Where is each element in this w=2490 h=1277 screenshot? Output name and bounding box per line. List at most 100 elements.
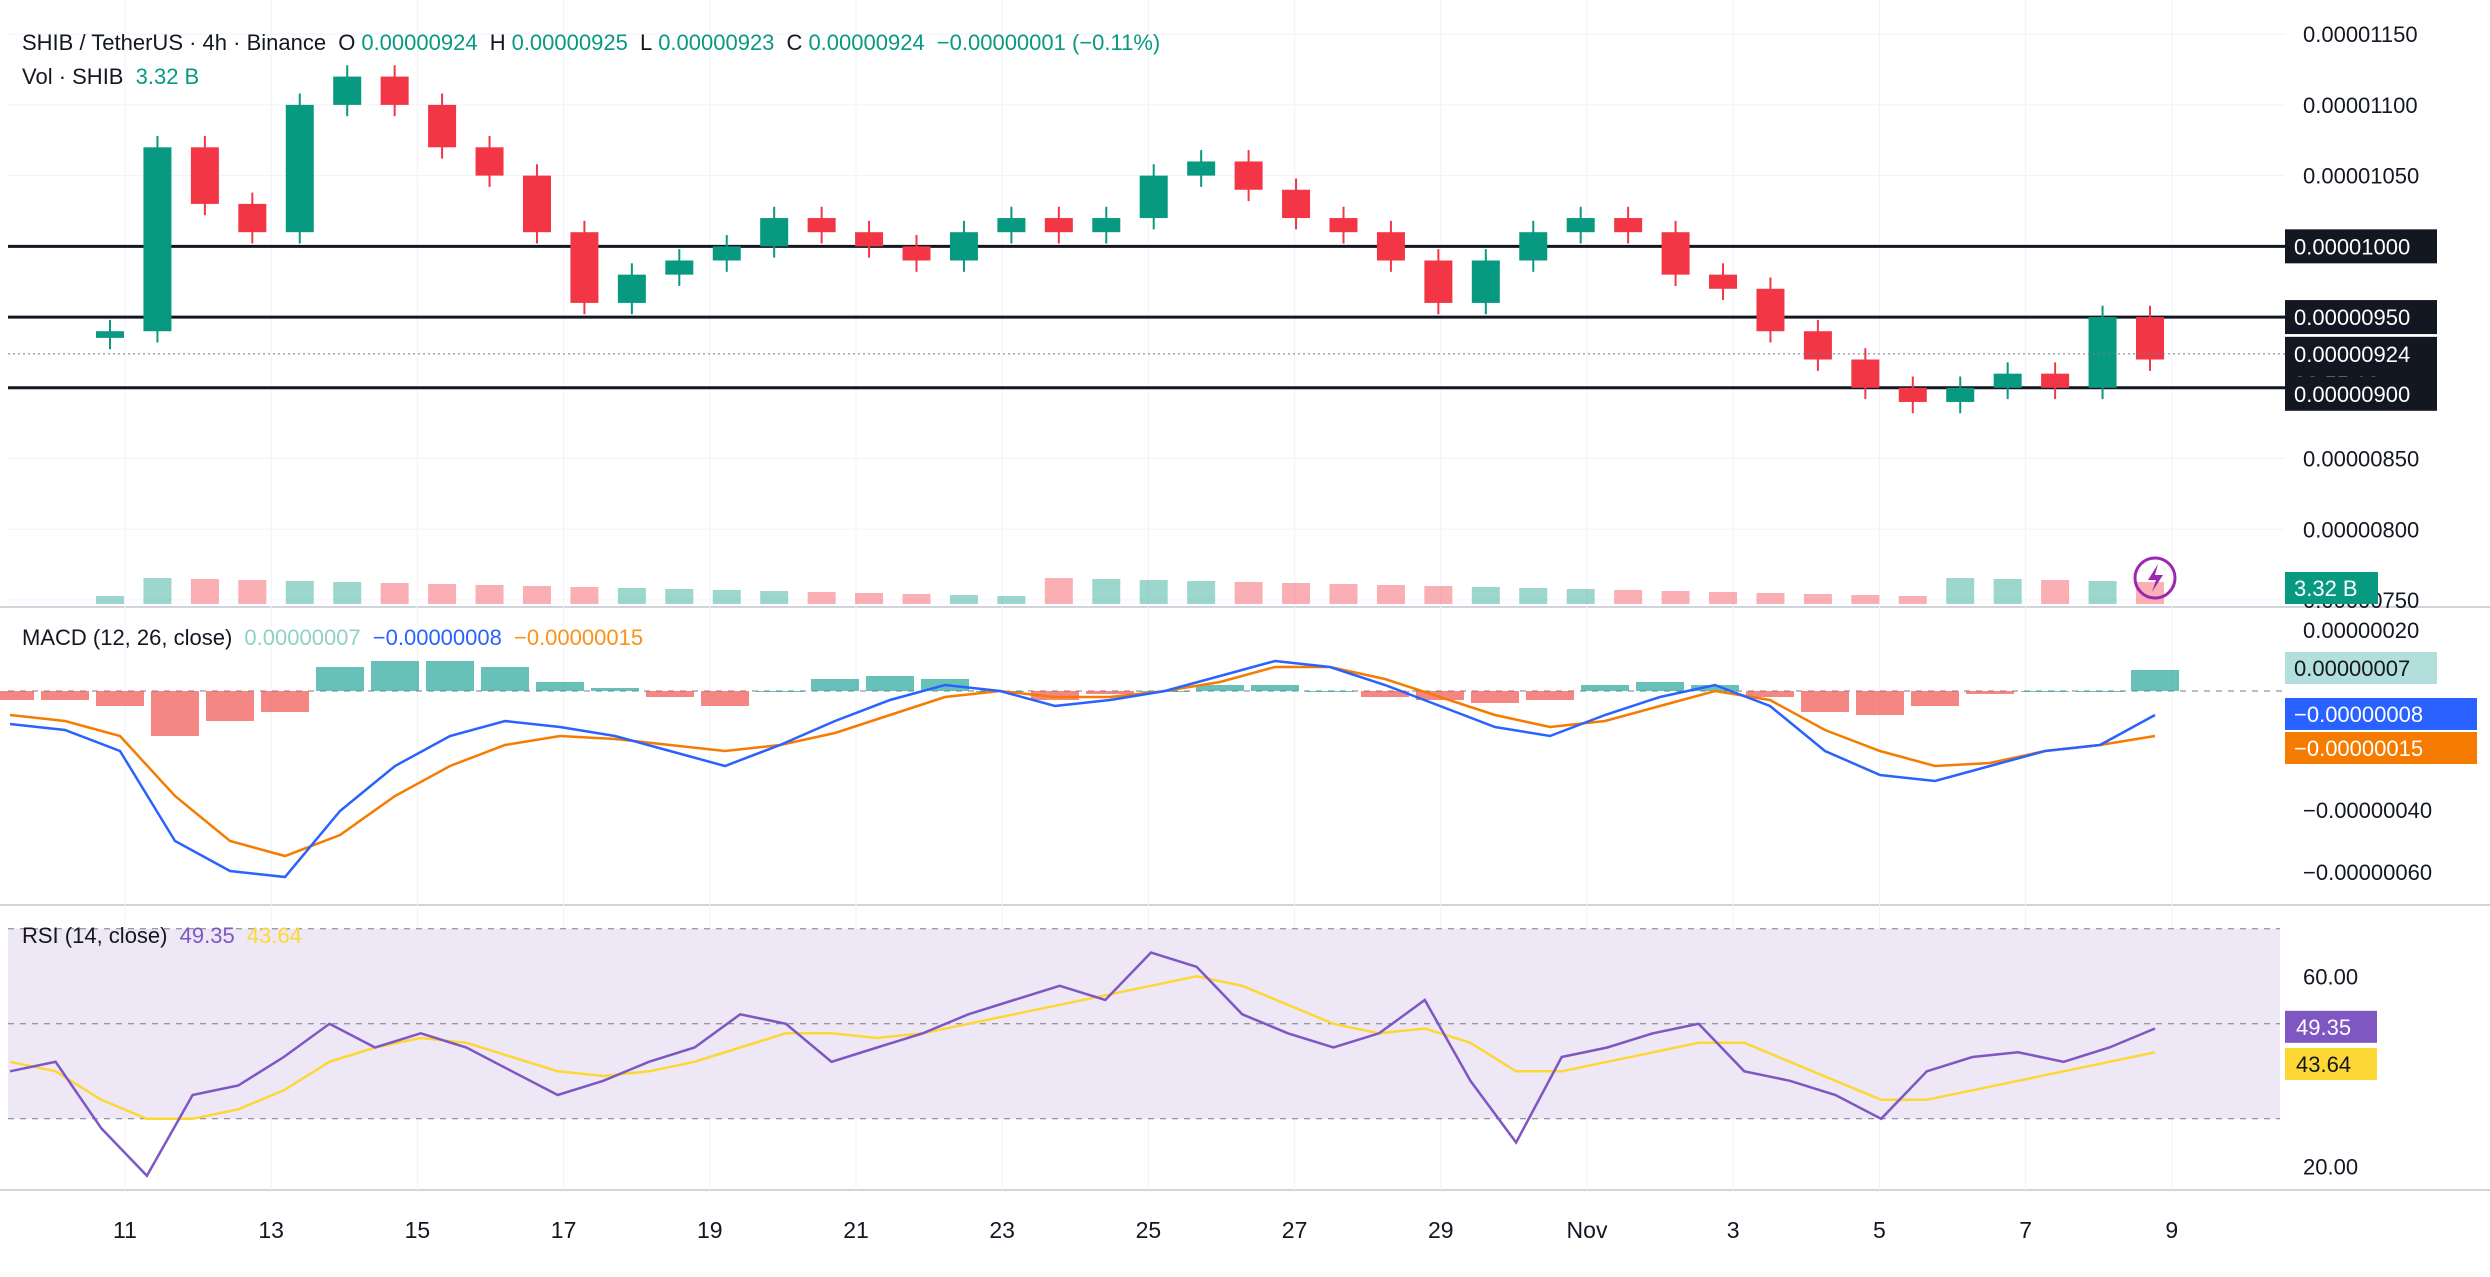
volume-bar: [1851, 595, 1880, 604]
volume-bar: [1898, 596, 1927, 604]
volume-bar: [1803, 594, 1832, 604]
macd-histogram-bar: [1966, 691, 2014, 694]
volume-bar: [807, 592, 836, 604]
macd-histogram-bar: [1636, 682, 1684, 691]
candle-body: [665, 260, 694, 275]
candle-body: [712, 246, 741, 261]
macd-line-label: −0.00000008: [2294, 702, 2423, 727]
candle-body: [2136, 317, 2164, 360]
candle-body: [190, 147, 219, 204]
macd-histogram-bar: [536, 682, 584, 691]
volume-bar: [1709, 592, 1738, 604]
macd-histogram-bar: [866, 676, 914, 691]
rsi-axis-tick: 20.00: [2303, 1154, 2358, 1179]
macd-axis-tick: −0.00000060: [2303, 860, 2432, 885]
macd-histogram-bar: [1691, 685, 1739, 691]
macd-histogram-bar: [261, 691, 309, 712]
price-axis-label: 0.00000950: [2294, 305, 2410, 330]
rsi-title: RSI (14, close): [22, 923, 168, 948]
time-axis-tick: 23: [989, 1217, 1015, 1243]
candle-body: [1614, 218, 1643, 233]
volume-bar: [143, 578, 172, 604]
close-value: 0.00000924: [808, 30, 925, 55]
volume-axis-label: 3.32 B: [2294, 576, 2358, 601]
volume-bar: [1661, 591, 1690, 604]
macd-histogram-bar: [0, 691, 34, 700]
open-value: 0.00000924: [361, 30, 478, 55]
macd-histogram-bar: [371, 661, 419, 691]
macd-hist-label-bg: [2285, 652, 2437, 684]
macd-line-label-bg: [2285, 698, 2477, 730]
candle-body: [96, 331, 124, 338]
macd-histogram-bar: [1251, 685, 1299, 691]
candle-body: [1756, 288, 1785, 332]
macd-histogram-bar: [756, 691, 804, 692]
macd-histogram-bar: [1746, 691, 1794, 697]
rsi-line: [9, 951, 2156, 1178]
macd-hist-label: 0.00000007: [2294, 656, 2410, 681]
candle-body: [949, 232, 978, 261]
low-label: L: [639, 30, 653, 55]
rsi-ma-line: [9, 975, 2156, 1121]
candle-body: [2088, 317, 2117, 388]
rsi-value-label: 49.35: [2296, 1015, 2351, 1040]
volume-bar: [285, 581, 314, 604]
volume-axis-label-bg: [2285, 572, 2378, 604]
time-axis-tick: 9: [2165, 1217, 2178, 1243]
candle-body: [522, 175, 551, 233]
candle-body: [1946, 387, 1975, 402]
time-axis-tick: 11: [113, 1217, 137, 1243]
volume-bar: [665, 589, 694, 604]
rsi-ma-value: 43.64: [246, 923, 302, 948]
volume-bar: [475, 585, 504, 604]
volume-bar: [570, 587, 599, 604]
vol-value: 3.32 B: [135, 64, 200, 89]
macd-histogram-bar: [1031, 691, 1079, 700]
rsi-ma-label: 43.64: [2296, 1052, 2351, 1077]
lightning-icon: [2133, 556, 2177, 600]
candle-body: [807, 218, 836, 233]
macd-histogram-bar: [1306, 691, 1354, 692]
macd-legend: MACD (12, 26, close) 0.00000007 −0.00000…: [22, 625, 649, 651]
volume-bar: [997, 596, 1026, 604]
candle-body: [285, 104, 314, 233]
price-axis-label-bg: [2285, 376, 2437, 411]
macd-title: MACD (12, 26, close): [22, 625, 233, 650]
macd-line-value: −0.00000008: [372, 625, 502, 650]
price-axis-tick: 0.00000800: [2303, 517, 2419, 542]
macd-histogram-bar: [1526, 691, 1574, 700]
macd-histogram-bar: [1361, 691, 1409, 697]
price-axis-tick: 0.00001050: [2303, 164, 2419, 189]
time-axis-tick: 25: [1136, 1217, 1162, 1243]
rsi-value: 49.35: [179, 923, 235, 948]
volume-bar: [1282, 583, 1311, 604]
price-axis-label: 0.00001000: [2294, 234, 2410, 259]
volume-bar: [949, 595, 978, 604]
volume-bar: [522, 586, 551, 604]
time-axis-tick: 27: [1282, 1217, 1308, 1243]
candle-body: [1519, 232, 1548, 261]
volume-bar: [380, 583, 409, 604]
macd-line: [9, 659, 2156, 879]
candle-body: [855, 232, 884, 247]
macd-histogram-bar: [1416, 691, 1464, 700]
volume-bar: [1946, 578, 1975, 604]
volume-bar: [712, 590, 741, 604]
macd-histogram-bar: [1581, 685, 1629, 691]
time-axis-tick: 21: [843, 1217, 869, 1243]
macd-histogram-bar: [206, 691, 254, 721]
volume-bar: [855, 593, 884, 604]
volume-bar: [190, 579, 219, 604]
candle-body: [1898, 387, 1927, 402]
time-axis-tick: 3: [1727, 1217, 1740, 1243]
price-axis-tick: 0.00001100: [2303, 93, 2418, 118]
macd-signal-value: −0.00000015: [513, 625, 644, 650]
open-label: O: [338, 30, 356, 55]
candle-body: [1329, 218, 1358, 233]
candle-body: [1993, 373, 2022, 388]
macd-axis-tick: 0.00000020: [2303, 618, 2419, 643]
volume-bar: [1424, 586, 1453, 604]
rsi-value-label-bg: [2285, 1010, 2377, 1043]
volume-bar: [1329, 584, 1358, 604]
rsi-legend: RSI (14, close) 49.35 43.64: [22, 923, 308, 949]
